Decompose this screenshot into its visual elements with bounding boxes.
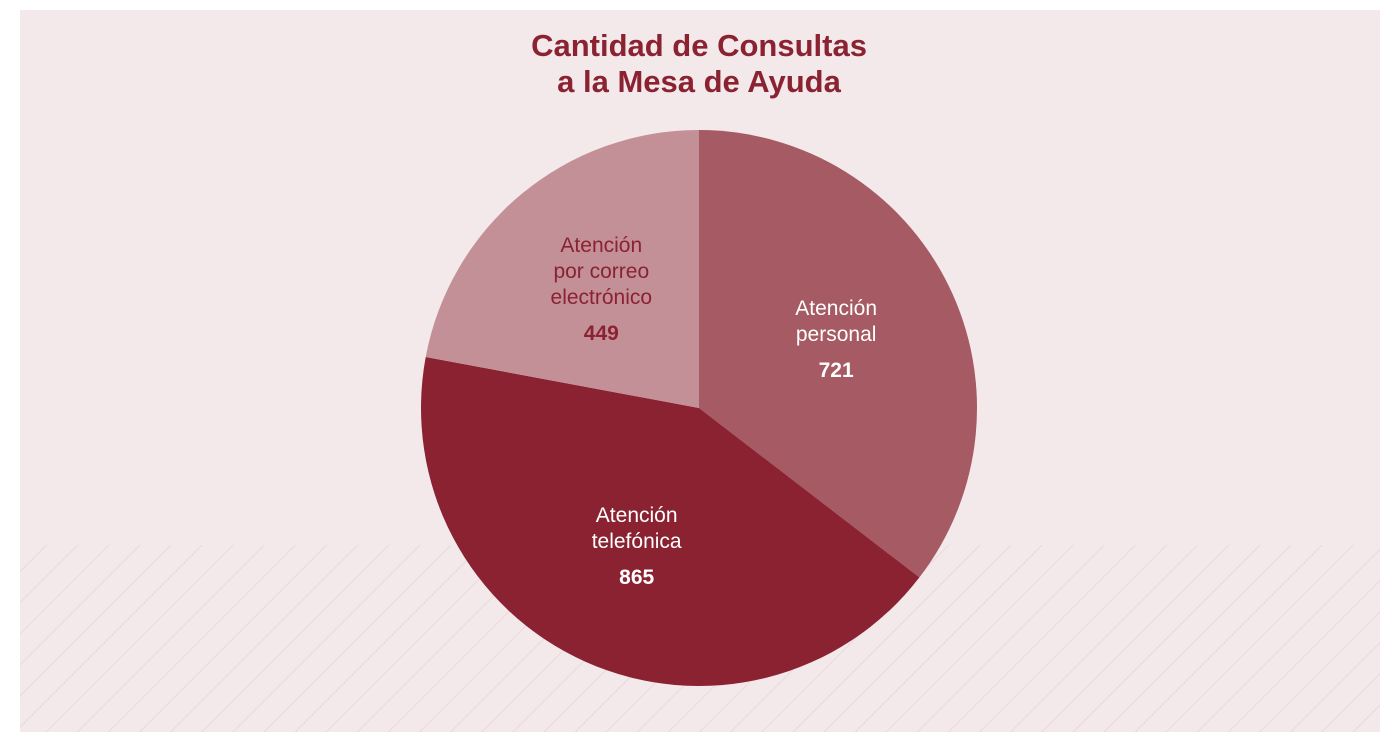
chart-title: Cantidad de Consultas	[531, 28, 867, 63]
slice-label: personal	[796, 323, 877, 346]
pie-slice	[699, 130, 977, 578]
slice-label: por correo	[553, 260, 649, 283]
slice-label: Atención	[795, 297, 877, 320]
slice-label: Atención	[560, 234, 642, 257]
slice-label: telefónica	[592, 530, 682, 553]
value-label: 721	[819, 359, 854, 382]
slice-label: Atención	[596, 504, 678, 527]
pie-slice	[425, 130, 699, 408]
chart-title: a la Mesa de Ayuda	[557, 64, 841, 99]
pie-slice	[421, 357, 920, 687]
value-label: 865	[619, 566, 654, 589]
slice-label: electrónico	[551, 286, 653, 309]
value-label: 449	[584, 322, 619, 345]
